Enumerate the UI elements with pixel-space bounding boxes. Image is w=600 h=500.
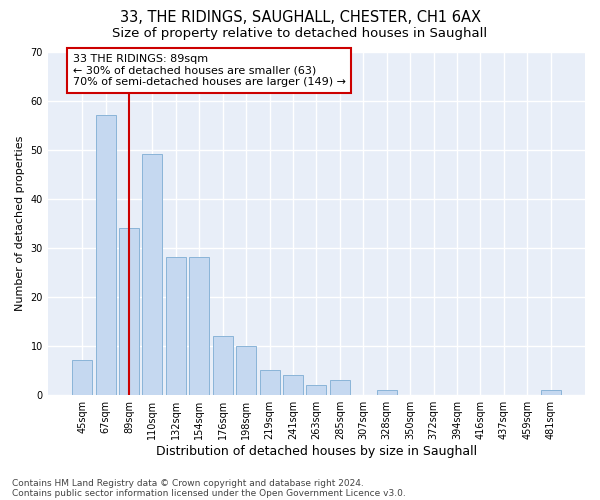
Bar	[213, 336, 233, 394]
Bar	[330, 380, 350, 394]
Bar	[166, 258, 186, 394]
Text: Size of property relative to detached houses in Saughall: Size of property relative to detached ho…	[112, 28, 488, 40]
Bar	[72, 360, 92, 394]
Y-axis label: Number of detached properties: Number of detached properties	[15, 136, 25, 311]
Bar	[541, 390, 560, 394]
Text: Contains HM Land Registry data © Crown copyright and database right 2024.: Contains HM Land Registry data © Crown c…	[12, 478, 364, 488]
Bar	[283, 375, 303, 394]
Bar	[119, 228, 139, 394]
Bar	[260, 370, 280, 394]
Bar	[307, 385, 326, 394]
Bar	[190, 258, 209, 394]
Bar	[377, 390, 397, 394]
Text: 33, THE RIDINGS, SAUGHALL, CHESTER, CH1 6AX: 33, THE RIDINGS, SAUGHALL, CHESTER, CH1 …	[119, 10, 481, 25]
X-axis label: Distribution of detached houses by size in Saughall: Distribution of detached houses by size …	[156, 444, 477, 458]
Bar	[95, 115, 116, 394]
Text: Contains public sector information licensed under the Open Government Licence v3: Contains public sector information licen…	[12, 488, 406, 498]
Bar	[236, 346, 256, 395]
Bar	[142, 154, 163, 394]
Text: 33 THE RIDINGS: 89sqm
← 30% of detached houses are smaller (63)
70% of semi-deta: 33 THE RIDINGS: 89sqm ← 30% of detached …	[73, 54, 346, 87]
